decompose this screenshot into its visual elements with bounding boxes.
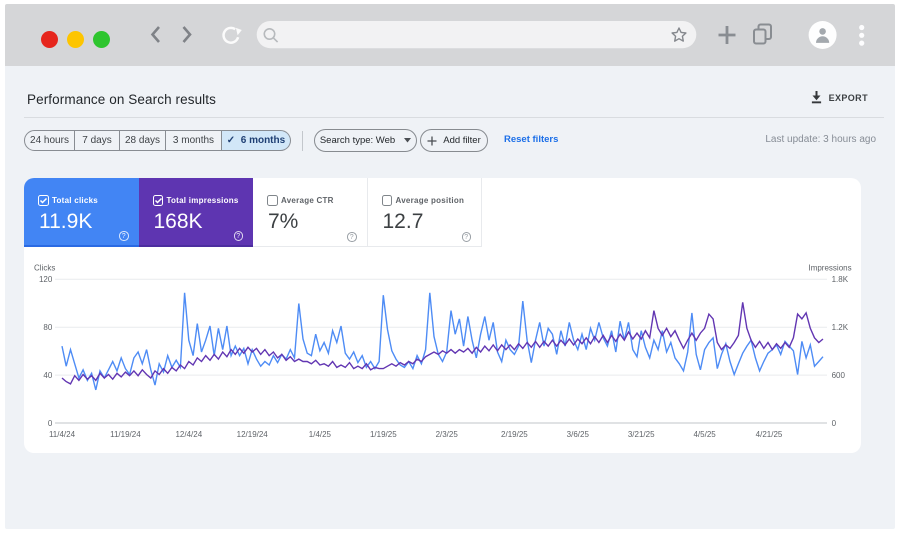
svg-text:Impressions: Impressions xyxy=(808,264,851,273)
svg-text:Clicks: Clicks xyxy=(34,264,55,273)
svg-text:0: 0 xyxy=(48,419,53,428)
svg-text:120: 120 xyxy=(39,275,53,284)
svg-text:80: 80 xyxy=(43,323,52,332)
svg-text:1.2K: 1.2K xyxy=(832,323,849,332)
svg-text:1.8K: 1.8K xyxy=(832,275,849,284)
svg-text:0: 0 xyxy=(832,419,837,428)
svg-text:600: 600 xyxy=(832,371,846,380)
svg-text:40: 40 xyxy=(43,371,52,380)
